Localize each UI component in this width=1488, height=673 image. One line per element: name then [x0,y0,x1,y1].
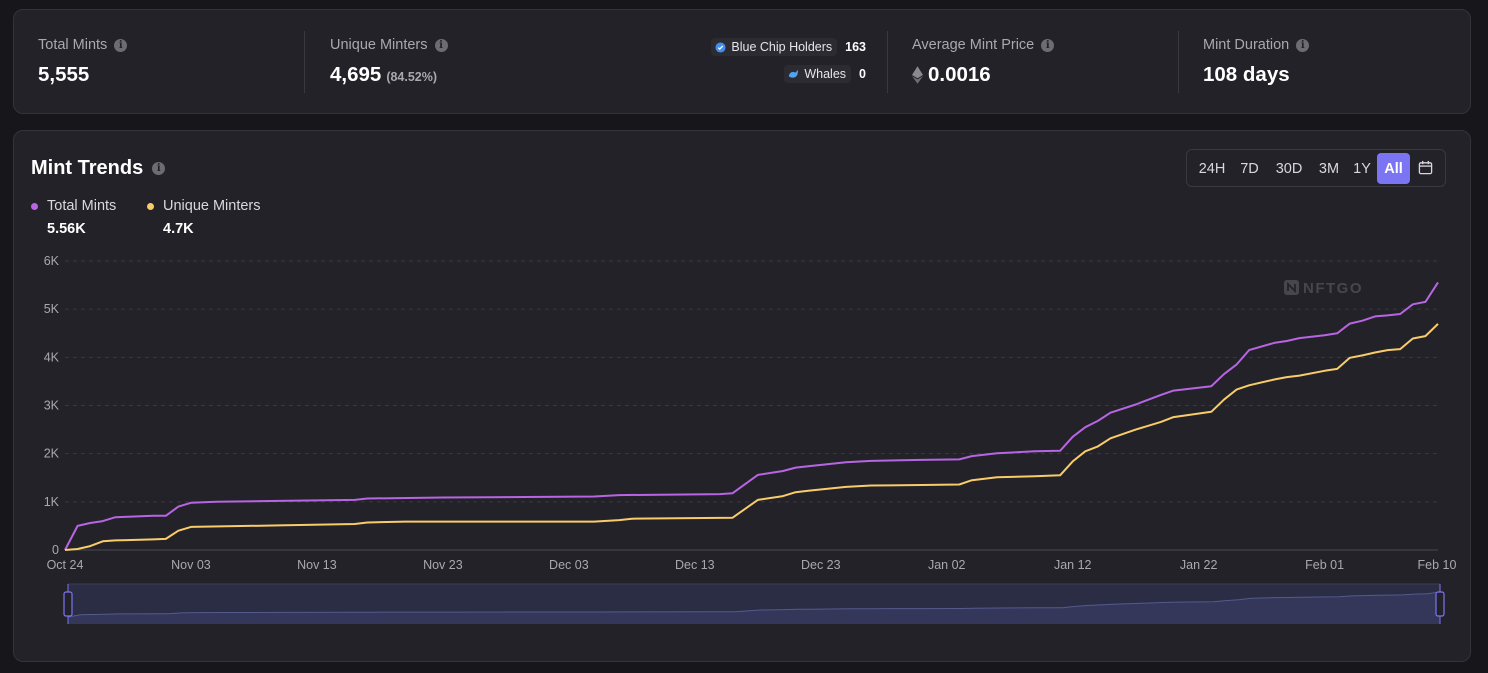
y-tick-label: 2K [44,447,60,461]
x-tick-label: Oct 24 [47,558,84,572]
y-tick-label: 4K [44,350,60,364]
stat-unique-minters-value: 4,695 (84.52%) [330,63,437,87]
stat-label-text: Total Mints [38,37,108,53]
ethereum-icon [912,66,923,84]
info-icon[interactable]: i [1296,38,1310,52]
x-tick-label: Jan 12 [1054,558,1092,572]
info-icon[interactable]: i [114,38,128,52]
stat-unique-minters-label: Unique Minters i [330,37,448,53]
stat-mint-duration-label: Mint Duration i [1203,37,1310,53]
info-icon[interactable]: i [434,38,448,52]
blue-chip-holders-count: 163 [845,40,866,54]
legend-label: Total Mints [47,198,117,214]
divider [887,31,888,93]
stat-label-text: Mint Duration [1203,37,1290,53]
mint-trends-title-text: Mint Trends [31,157,144,179]
nftgo-watermark: NFTGO [1284,280,1363,297]
divider [1178,31,1179,93]
watermark-text: NFTGO [1303,280,1363,297]
stat-average-mint-price-value: 0.0016 [912,63,991,87]
mint-trends-title: Mint Trends i [31,157,166,180]
blue-chip-holders-pill[interactable]: Blue Chip Holders [711,38,838,56]
x-tick-label: Jan 22 [1180,558,1218,572]
whales-count: 0 [859,67,866,81]
legend-dot [31,202,38,210]
mint-trends-chart[interactable]: 0 1K 2K 3K 4K 5K 6K Oct 24 Nov 03 Nov 13 Nov 23 De… [14,131,1472,663]
stat-label-text: Unique Minters [330,37,428,53]
y-tick-label: 5K [44,302,60,316]
navigator-handle-left[interactable] [63,584,73,624]
x-tick-label: Jan 02 [928,558,966,572]
legend-value: 4.7K [163,221,194,237]
x-tick-label: Dec 13 [675,558,715,572]
x-tick-label: Nov 03 [171,558,211,572]
unique-minters-percent: (84.52%) [386,70,438,84]
legend-total-mints[interactable]: Total Mints 5.56K [31,198,116,237]
divider [304,31,305,93]
x-tick-label: Dec 03 [549,558,589,572]
range-button-all[interactable]: All [1377,153,1410,184]
range-button-1y[interactable]: 1Y [1353,160,1371,177]
x-tick-label: Feb 01 [1305,558,1344,572]
navigator-handle-right[interactable] [1435,584,1445,624]
legend-dot [147,202,154,210]
y-tick-label: 3K [44,399,60,413]
navigator-line [67,591,1441,618]
info-icon[interactable]: i [152,162,166,175]
y-tick-label: 1K [44,495,60,509]
stat-value-text: 5,555 [38,63,90,86]
series-line-total-mints[interactable] [64,281,1439,551]
stat-value-text: 108 days [1203,63,1290,86]
x-tick-label: Nov 23 [423,558,463,572]
stat-total-mints-value: 5,555 [38,63,89,87]
y-tick-label: 6K [44,254,60,268]
info-icon[interactable]: i [1041,38,1055,52]
whales-label: Whales [804,67,847,81]
whales-pill[interactable]: Whales [784,65,852,83]
range-button-30d[interactable]: 30D [1275,160,1303,177]
series-line-unique-minters[interactable] [64,323,1439,551]
y-tick-label: 0 [52,543,59,557]
x-tick-label: Nov 13 [297,558,337,572]
blue-chip-holders-label: Blue Chip Holders [731,40,833,54]
legend-value: 5.56K [47,221,86,237]
range-button-24h[interactable]: 24H [1198,160,1226,177]
mint-trends-card: Mint Trends i 24H 7D 30D 3M 1Y All Total… [13,130,1471,662]
navigator-area [68,592,1440,624]
calendar-icon[interactable] [1418,160,1433,175]
stat-unique-minters: Unique Minters i 4,695 (84.52%) Blue Chi… [330,10,866,113]
whale-icon [789,69,799,78]
x-tick-label: Feb 10 [1418,558,1457,572]
x-axis-ticks: Oct 24 Nov 03 Nov 13 Nov 23 Dec 03 Dec 13 Dec … [47,558,1457,572]
time-range-selector: 24H 7D 30D 3M 1Y All [1186,149,1446,187]
stats-card: Total Mints i 5,555 Unique Minters i 4,6… [13,9,1471,114]
stat-value-text: 4,695 [330,63,382,86]
blue-chip-icon [715,41,726,53]
blue-chip-holders-row[interactable]: Blue Chip Holders 163 [711,38,866,56]
range-button-3m[interactable]: 3M [1318,160,1340,177]
legend-label: Unique Minters [163,198,261,214]
legend-unique-minters[interactable]: Unique Minters 4.7K [147,198,261,237]
whales-row[interactable]: Whales 0 [784,65,866,83]
nftgo-logo-icon [1284,280,1299,295]
stat-label-text: Average Mint Price [912,37,1035,53]
y-axis-ticks: 0 1K 2K 3K 4K 5K 6K [44,254,60,557]
stat-mint-duration-value: 108 days [1203,63,1290,87]
x-tick-label: Dec 23 [801,558,841,572]
range-button-7d[interactable]: 7D [1240,160,1259,177]
chart-grid [65,260,1438,551]
stat-average-mint-price-label: Average Mint Price i [912,37,1055,53]
navigator-preview [67,591,1441,624]
chart-series [64,281,1439,551]
stat-total-mints-label: Total Mints i [38,37,128,53]
stat-value-text: 0.0016 [928,63,991,86]
range-navigator[interactable] [63,583,1445,624]
